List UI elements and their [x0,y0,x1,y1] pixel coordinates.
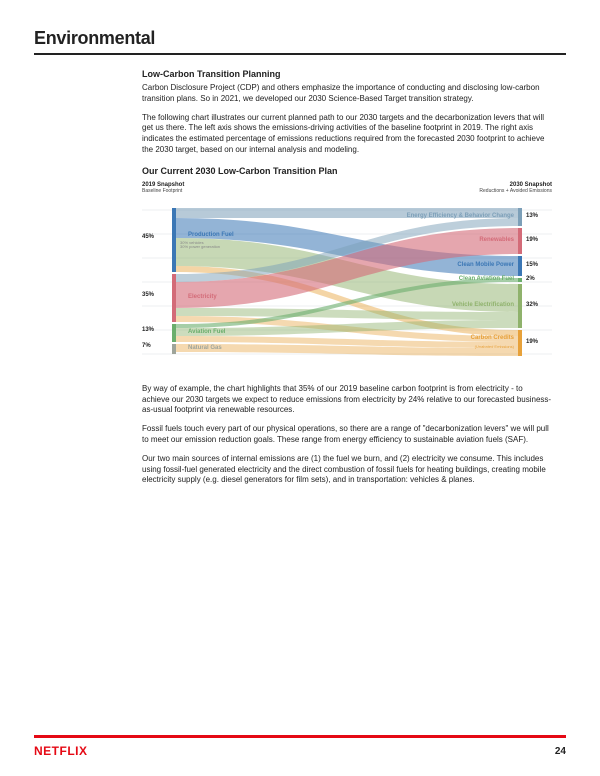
right-name: Vehicle Electrification [452,302,514,308]
netflix-logo: NETFLIX [34,744,88,758]
left-name: Aviation Fuel [188,329,225,335]
right-name: Clean Aviation Fuel [459,276,514,282]
right-pct: 19% [526,237,538,243]
left-name: Natural Gas [188,345,222,351]
left-subtext: 30% vehicles 30% power generation [180,241,220,250]
left-name: Electricity [188,294,217,300]
page: Environmental Low-Carbon Transition Plan… [0,0,600,776]
right-subtext: (Unabated Emissions) [475,344,514,349]
right-category-name: Renewables [479,237,514,243]
left-category-name: Production Fuel 30% vehicles 30% power ge… [180,232,234,250]
left-pct: 7% [142,343,151,349]
after-para-2: Fossil fuels touch every part of our phy… [142,424,552,446]
left-category-name: Electricity [180,294,217,300]
title-rule [34,53,566,55]
left-name: Production Fuel [188,232,234,238]
left-pct: 13% [142,327,154,333]
left-pct: 45% [142,234,154,240]
right-category-name: Vehicle Electrification [452,302,514,308]
chart-title: Our Current 2030 Low-Carbon Transition P… [142,166,552,176]
right-pct: 15% [526,262,538,268]
right-pct: 32% [526,302,538,308]
para-2: The following chart illustrates our curr… [142,113,552,156]
right-pct: 2% [526,276,535,282]
right-pct: 19% [526,339,538,345]
page-title: Environmental [34,28,566,49]
left-category: 35% [142,292,154,298]
right-pct: 13% [526,213,538,219]
after-para-1: By way of example, the chart highlights … [142,384,552,416]
left-pct: 35% [142,292,154,298]
right-category-name: Clean Mobile Power [457,262,514,268]
left-category-name: Natural Gas [180,345,222,351]
right-name: Energy Efficiency & Behavior Change [407,213,514,219]
right-category-name: Energy Efficiency & Behavior Change [407,213,514,219]
section-heading: Low-Carbon Transition Planning [142,69,552,79]
right-name: Renewables [479,237,514,243]
after-para-3: Our two main sources of internal emissio… [142,454,552,486]
right-name: Clean Mobile Power [457,262,514,268]
para-1: Carbon Disclosure Project (CDP) and othe… [142,83,552,105]
transition-sankey-chart: 2019 Snapshot Baseline Footprint 2030 Sn… [142,182,552,372]
left-category: 7% [142,343,151,349]
right-category-name: Carbon Credits (Unabated Emissions) [471,335,514,349]
right-category-name: Clean Aviation Fuel [459,276,514,282]
body-column: Low-Carbon Transition Planning Carbon Di… [142,69,552,486]
left-category: 45% [142,234,154,240]
left-category-name: Aviation Fuel [180,329,225,335]
right-name: Carbon Credits [471,335,514,341]
page-footer: NETFLIX 24 [34,735,566,758]
page-number: 24 [555,746,566,757]
left-category: 13% [142,327,154,333]
